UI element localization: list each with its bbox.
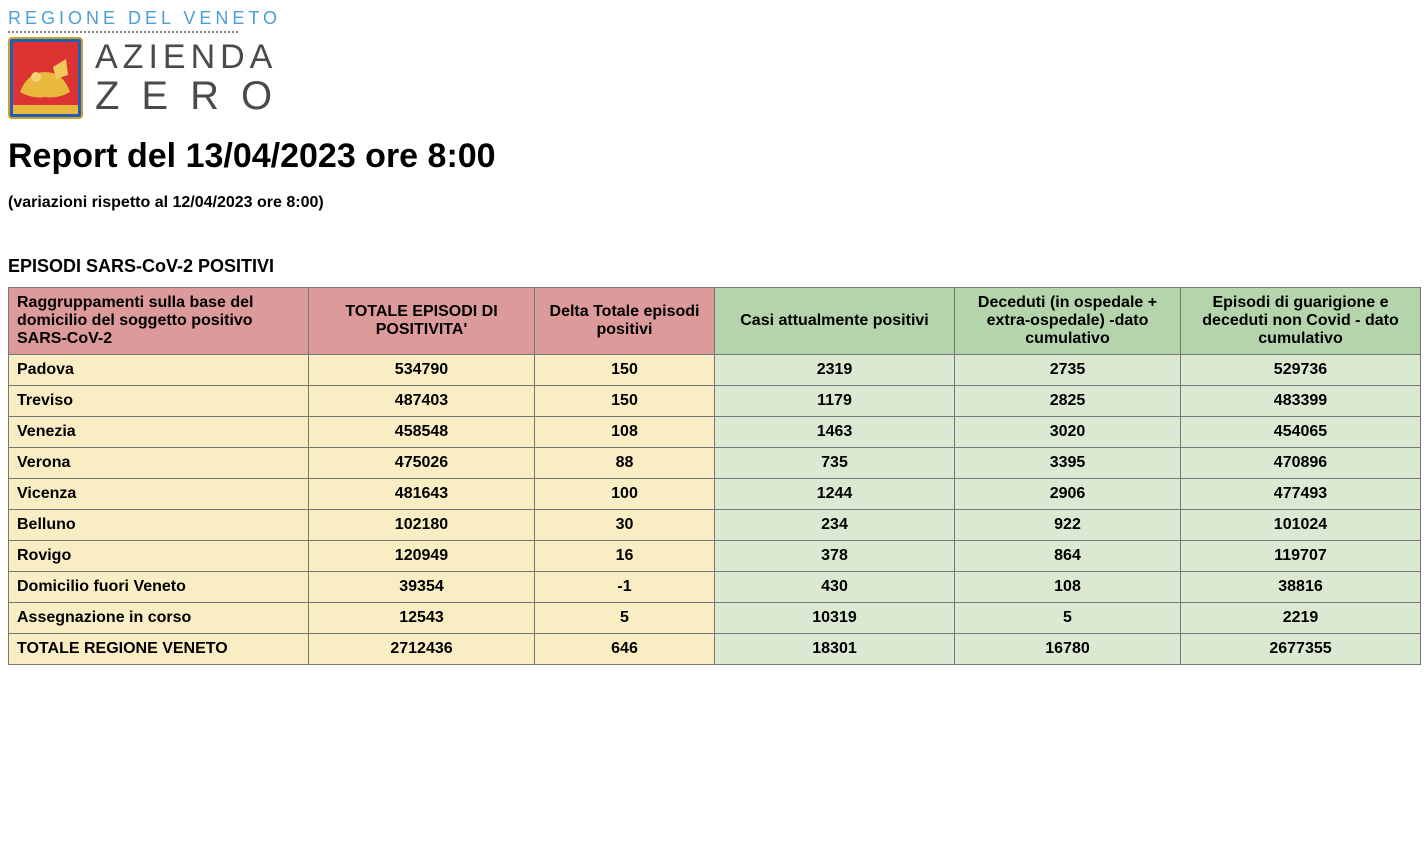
table-cell: 101024 bbox=[1181, 510, 1421, 541]
table-cell: 2219 bbox=[1181, 603, 1421, 634]
table-cell: 2712436 bbox=[309, 634, 535, 665]
table-cell: 454065 bbox=[1181, 417, 1421, 448]
table-cell: 864 bbox=[955, 541, 1181, 572]
table-cell: 1463 bbox=[715, 417, 955, 448]
table-row: Verona475026887353395470896 bbox=[9, 448, 1421, 479]
table-cell: 150 bbox=[535, 355, 715, 386]
table-cell: Belluno bbox=[9, 510, 309, 541]
logo-text-top: AZIENDA bbox=[95, 40, 294, 74]
table-cell: TOTALE REGIONE VENETO bbox=[9, 634, 309, 665]
table-cell: Vicenza bbox=[9, 479, 309, 510]
table-cell: 39354 bbox=[309, 572, 535, 603]
table-cell: 119707 bbox=[1181, 541, 1421, 572]
veneto-crest-icon bbox=[8, 37, 83, 119]
table-row: Vicenza48164310012442906477493 bbox=[9, 479, 1421, 510]
table-cell: 487403 bbox=[309, 386, 535, 417]
table-cell: 5 bbox=[535, 603, 715, 634]
table-cell: 378 bbox=[715, 541, 955, 572]
table-cell: 477493 bbox=[1181, 479, 1421, 510]
table-cell: 10319 bbox=[715, 603, 955, 634]
table-cell: 38816 bbox=[1181, 572, 1421, 603]
table-row: Domicilio fuori Veneto39354-143010838816 bbox=[9, 572, 1421, 603]
table-cell: 88 bbox=[535, 448, 715, 479]
table-cell: 108 bbox=[955, 572, 1181, 603]
report-title: Report del 13/04/2023 ore 8:00 bbox=[8, 137, 1420, 176]
table-cell: 16780 bbox=[955, 634, 1181, 665]
logo-text-bottom: ZERO bbox=[95, 76, 294, 116]
table-cell: 102180 bbox=[309, 510, 535, 541]
region-label: REGIONE DEL VENETO bbox=[8, 8, 1420, 29]
divider bbox=[8, 31, 238, 33]
table-cell: 108 bbox=[535, 417, 715, 448]
table-header-cell: Deceduti (in ospedale + extra-ospedale) … bbox=[955, 288, 1181, 355]
table-cell: 2319 bbox=[715, 355, 955, 386]
table-cell: 430 bbox=[715, 572, 955, 603]
table-header-row: Raggruppamenti sulla base del domicilio … bbox=[9, 288, 1421, 355]
table-cell: 475026 bbox=[309, 448, 535, 479]
table-cell: 2825 bbox=[955, 386, 1181, 417]
table-cell: 1244 bbox=[715, 479, 955, 510]
table-cell: 18301 bbox=[715, 634, 955, 665]
table-cell: 3020 bbox=[955, 417, 1181, 448]
table-row: Rovigo12094916378864119707 bbox=[9, 541, 1421, 572]
table-cell: 481643 bbox=[309, 479, 535, 510]
table-cell: 534790 bbox=[309, 355, 535, 386]
table-cell: Venezia bbox=[9, 417, 309, 448]
table-cell: -1 bbox=[535, 572, 715, 603]
table-cell: Treviso bbox=[9, 386, 309, 417]
azienda-zero-logo: AZIENDA ZERO bbox=[95, 40, 294, 116]
table-cell: Verona bbox=[9, 448, 309, 479]
table-header-cell: TOTALE EPISODI DI POSITIVITA' bbox=[309, 288, 535, 355]
table-row: Padova53479015023192735529736 bbox=[9, 355, 1421, 386]
table-cell: Assegnazione in corso bbox=[9, 603, 309, 634]
table-cell: 922 bbox=[955, 510, 1181, 541]
logo-row: AZIENDA ZERO bbox=[8, 37, 1420, 119]
section-title: EPISODI SARS-CoV-2 POSITIVI bbox=[8, 256, 1420, 277]
table-cell: Padova bbox=[9, 355, 309, 386]
table-row: Venezia45854810814633020454065 bbox=[9, 417, 1421, 448]
table-cell: 150 bbox=[535, 386, 715, 417]
table-cell: Rovigo bbox=[9, 541, 309, 572]
table-header-cell: Raggruppamenti sulla base del domicilio … bbox=[9, 288, 309, 355]
table-cell: 529736 bbox=[1181, 355, 1421, 386]
table-cell: 483399 bbox=[1181, 386, 1421, 417]
table-cell: 234 bbox=[715, 510, 955, 541]
table-cell: 458548 bbox=[309, 417, 535, 448]
table-cell: 120949 bbox=[309, 541, 535, 572]
table-cell: 646 bbox=[535, 634, 715, 665]
table-row: TOTALE REGIONE VENETO2712436646183011678… bbox=[9, 634, 1421, 665]
table-cell: 3395 bbox=[955, 448, 1181, 479]
table-header-cell: Casi attualmente positivi bbox=[715, 288, 955, 355]
table-cell: 2677355 bbox=[1181, 634, 1421, 665]
table-cell: 1179 bbox=[715, 386, 955, 417]
table-cell: 2906 bbox=[955, 479, 1181, 510]
table-cell: 16 bbox=[535, 541, 715, 572]
table-cell: 100 bbox=[535, 479, 715, 510]
table-cell: 30 bbox=[535, 510, 715, 541]
table-row: Belluno10218030234922101024 bbox=[9, 510, 1421, 541]
table-cell: 2735 bbox=[955, 355, 1181, 386]
table-cell: 12543 bbox=[309, 603, 535, 634]
table-row: Treviso48740315011792825483399 bbox=[9, 386, 1421, 417]
table-cell: 735 bbox=[715, 448, 955, 479]
table-cell: Domicilio fuori Veneto bbox=[9, 572, 309, 603]
report-subtitle: (variazioni rispetto al 12/04/2023 ore 8… bbox=[8, 194, 1420, 212]
table-header-cell: Episodi di guarigione e deceduti non Cov… bbox=[1181, 288, 1421, 355]
table-cell: 470896 bbox=[1181, 448, 1421, 479]
table-row: Assegnazione in corso1254351031952219 bbox=[9, 603, 1421, 634]
page-header: REGIONE DEL VENETO AZIENDA ZERO bbox=[8, 8, 1420, 119]
table-cell: 5 bbox=[955, 603, 1181, 634]
table-header-cell: Delta Totale episodi positivi bbox=[535, 288, 715, 355]
episodi-table: Raggruppamenti sulla base del domicilio … bbox=[8, 287, 1421, 665]
